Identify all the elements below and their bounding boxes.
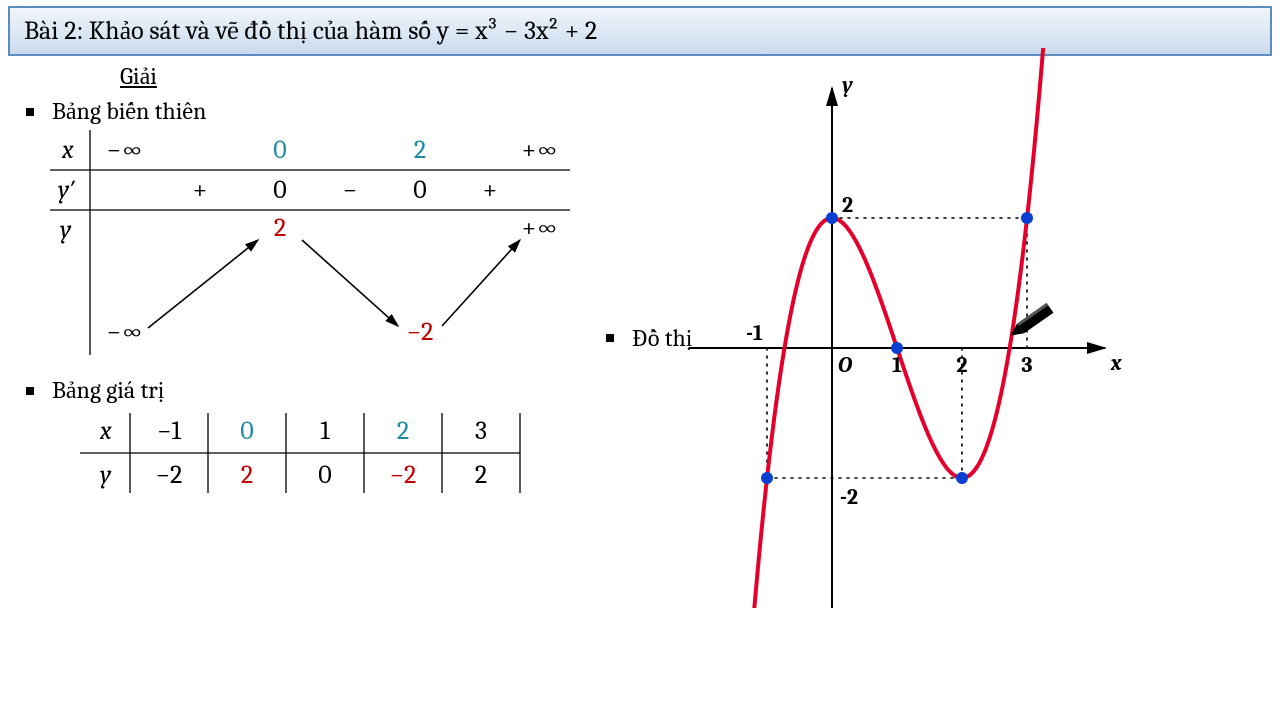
- svg-text:0: 0: [273, 175, 286, 205]
- svg-text:−: −: [343, 175, 357, 205]
- svg-text:2: 2: [842, 192, 853, 218]
- bullet-icon: [26, 108, 34, 116]
- svg-text:-2: -2: [840, 484, 858, 510]
- svg-text:y: y: [60, 215, 72, 245]
- svg-text:2: 2: [414, 135, 426, 165]
- svg-text:0: 0: [318, 460, 331, 490]
- svg-text:2: 2: [475, 460, 487, 490]
- svg-text:1: 1: [320, 416, 330, 446]
- problem-prefix: Bài 2: Khảo sát và vẽ đồ thị của hàm số: [24, 16, 437, 46]
- value-table: xy −1 0 1 2 3 −2 2 0 −2 2: [60, 409, 540, 509]
- svg-text:−2: −2: [390, 460, 417, 490]
- svg-text:0: 0: [413, 175, 426, 205]
- function-graph: x y O -1 1 2 3 2 -2: [662, 48, 1182, 608]
- svg-text:3: 3: [1022, 352, 1033, 378]
- svg-text:−2: −2: [407, 317, 434, 347]
- svg-text:y: y: [100, 460, 112, 490]
- svg-text:-1: -1: [747, 320, 764, 346]
- svg-text:x: x: [1110, 350, 1122, 376]
- value-table-title: Bảng giá trị: [52, 376, 164, 405]
- svg-text:−1: −1: [157, 416, 181, 446]
- svg-text:2: 2: [241, 460, 253, 490]
- svg-text:3: 3: [475, 416, 487, 446]
- svg-text:+: +: [193, 175, 207, 205]
- svg-text:2: 2: [957, 352, 968, 378]
- svg-text:x: x: [61, 135, 74, 165]
- solution-label: Giải: [120, 62, 600, 91]
- svg-text:O: O: [838, 352, 853, 378]
- svg-text:2: 2: [397, 416, 409, 446]
- svg-text:y: y: [841, 72, 853, 98]
- variation-table-title: Bảng biến thiên: [52, 97, 206, 126]
- problem-equation: y = x³ − 3x² + 2: [437, 16, 598, 46]
- bullet-icon: [26, 387, 34, 395]
- variation-table: x y′ y −∞ 0 2 +∞ +0 − 0 + −∞ 2 −2 +∞: [30, 130, 590, 360]
- svg-text:0: 0: [240, 416, 253, 446]
- svg-text:−2: −2: [156, 460, 183, 490]
- svg-text:2: 2: [274, 213, 286, 243]
- svg-text:+∞: +∞: [522, 135, 559, 165]
- svg-text:−∞: −∞: [107, 135, 144, 165]
- svg-text:0: 0: [273, 135, 286, 165]
- svg-text:+: +: [483, 175, 497, 205]
- svg-text:y′: y′: [58, 175, 75, 205]
- svg-text:x: x: [99, 416, 112, 446]
- bullet-icon: [606, 334, 614, 342]
- svg-text:−∞: −∞: [107, 317, 144, 347]
- svg-text:+∞: +∞: [522, 213, 559, 243]
- svg-text:1: 1: [892, 352, 902, 378]
